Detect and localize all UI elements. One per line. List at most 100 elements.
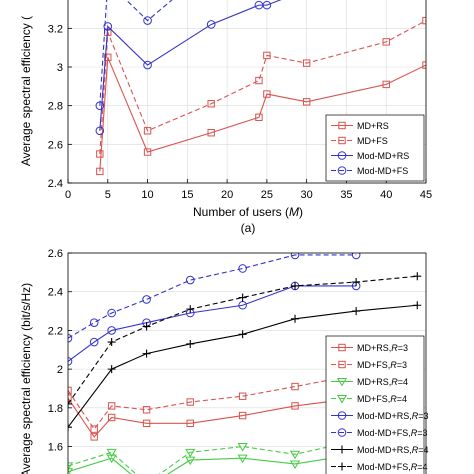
data-point-md-fs [302, 59, 311, 67]
data-point-md-fs-r-4 [185, 448, 196, 458]
legend-item-md-fs-r-4: MD+FS,R=4 [331, 394, 407, 404]
data-point-md-rs-r-3 [90, 433, 98, 441]
data-point-mod-md-fs-r-4 [107, 338, 116, 347]
x-tick-label: 45 [420, 189, 432, 201]
y-tick-label: 2.6 [48, 139, 63, 151]
series-line-md-rs [99, 57, 426, 172]
legend-item-mod-md-fs-r-4: Mod-MD+FS,R=4 [331, 462, 428, 472]
legend-item-mod-md-rs: Mod-MD+RS [331, 151, 409, 161]
data-point-md-rs [263, 90, 271, 98]
data-point-md-fs [382, 38, 390, 46]
legend-item-md-rs-r-4: MD+RS,R=4 [331, 377, 408, 387]
data-point-mod-md-rs-r-4 [107, 365, 116, 374]
x-tick-label: 25 [261, 189, 273, 201]
x-tick-label: 15 [181, 189, 193, 201]
data-point-md-fs-r-3 [291, 382, 299, 391]
legend-item-md-fs-r-3: MD+FS,R=3 [331, 360, 407, 370]
legend-marker [338, 445, 346, 454]
data-point-md-fs-r-3 [186, 398, 194, 406]
legend-label: MD+FS,R=4 [357, 394, 407, 404]
data-point-md-fs-r-3 [238, 392, 247, 400]
legend-label: Mod-MD+RS [357, 151, 409, 161]
y-tick-label: 1.8 [48, 403, 63, 415]
y-tick-label: 2.2 [48, 325, 63, 337]
data-point-md-rs [104, 53, 112, 62]
series-line-mod-md-rs-r-3 [68, 285, 357, 362]
axes-b: 1.41.61.822.22.42.6 [48, 248, 427, 474]
legend-item-md-rs: MD+RS [331, 121, 389, 131]
data-point-mod-md-rs [206, 20, 216, 29]
y-tick-label: 2.4 [48, 178, 63, 190]
data-point-md-fs-r-3 [90, 425, 98, 433]
data-point-mod-md-rs [103, 22, 113, 31]
data-point-md-rs-r-4 [237, 454, 248, 464]
series-mod-md-rs-r-3 [68, 281, 361, 366]
legend-label: MD+RS,R=4 [357, 377, 408, 387]
data-point-mod-md-rs [95, 126, 105, 136]
legend-marker [337, 411, 347, 420]
data-point-mod-md-rs-r-4 [291, 314, 300, 323]
axis-frame [67, 252, 427, 474]
x-axis-label-a: Number of users (M) [193, 205, 303, 219]
data-point-md-rs-r-3 [291, 402, 299, 410]
chart-panel-a: 2.42.62.833.23.4051015202530354045 MD+RS… [19, 0, 432, 235]
data-point-md-rs [143, 148, 152, 156]
data-point-mod-md-fs [143, 16, 152, 25]
data-point-mod-md-fs-r-3 [142, 295, 151, 304]
data-point-mod-md-fs-r-4 [68, 399, 72, 408]
data-point-mod-md-fs-r-4 [291, 281, 300, 290]
data-point-mod-md-fs-r-4 [352, 278, 361, 287]
y-tick-label: 2.4 [48, 287, 63, 299]
legend-label: Mod-MD+FS,R=3 [357, 428, 428, 438]
legend-label: MD+FS [357, 136, 388, 146]
x-tick-label: 0 [65, 189, 71, 201]
series-mod-md-rs-r-4 [68, 301, 422, 432]
y-axis-label-b: Average spectral efficiency (bit/s/Hz) [19, 283, 33, 474]
series-mod-md-fs-r-4 [68, 272, 422, 408]
legend-label: MD+RS [357, 121, 389, 131]
data-point-md-rs-r-3 [142, 419, 151, 428]
legend-marker [337, 166, 347, 175]
data-point-mod-md-fs-r-3 [351, 253, 361, 260]
data-point-md-fs-r-4 [68, 462, 74, 471]
data-point-md-fs-r-4 [289, 450, 301, 460]
chart-panel-b: 1.41.61.822.22.42.6 MD+RS,R=3MD+FS,R=3MD… [19, 248, 429, 474]
data-point-mod-md-rs-r-4 [186, 339, 195, 348]
legend-item-md-rs-r-3: MD+RS,R=3 [331, 343, 408, 353]
series-line-md-fs-r-4 [68, 422, 418, 474]
data-point-md-rs [207, 129, 215, 137]
data-point-md-rs [255, 113, 263, 121]
y-tick-label: 3 [57, 62, 63, 74]
data-point-md-rs [96, 167, 104, 176]
legend-label: Mod-MD+FS,R=4 [357, 462, 428, 472]
data-point-md-fs-r-3 [142, 406, 151, 414]
y-tick-label: 2 [57, 364, 63, 376]
legend-marker [337, 151, 347, 160]
y-tick-label: 3.2 [48, 23, 63, 35]
data-point-mod-md-rs-r-4 [238, 330, 247, 339]
series-md-rs [96, 53, 426, 176]
data-point-mod-md-fs-r-3 [238, 264, 247, 273]
legend-marker [338, 121, 346, 130]
data-point-mod-md-fs-r-4 [413, 272, 422, 281]
legend-marker [338, 343, 346, 352]
data-point-mod-md-fs-r-3 [290, 253, 300, 260]
x-tick-label: 10 [141, 189, 153, 201]
legend-marker [338, 360, 346, 369]
series-line-md-fs-r-3 [68, 366, 418, 431]
data-point-md-rs-r-4 [289, 460, 301, 469]
data-point-mod-md-rs-r-3 [107, 326, 116, 335]
data-point-md-fs [207, 100, 215, 108]
data-point-md-fs [263, 51, 271, 60]
series-mod-md-rs [95, 0, 282, 136]
legend-a: MD+RS MD+FS Mod-MD+RS Mod-MD+FS [325, 114, 425, 182]
data-point-md-fs [143, 127, 152, 135]
x-tick-label: 20 [221, 189, 233, 201]
data-point-mod-md-rs-r-4 [352, 307, 361, 316]
legend-marker [338, 136, 346, 145]
data-point-md-rs [302, 98, 311, 106]
axis-frame [67, 0, 427, 184]
series-mod-md-fs [95, 0, 173, 110]
legend-label: Mod-MD+FS [357, 166, 408, 176]
